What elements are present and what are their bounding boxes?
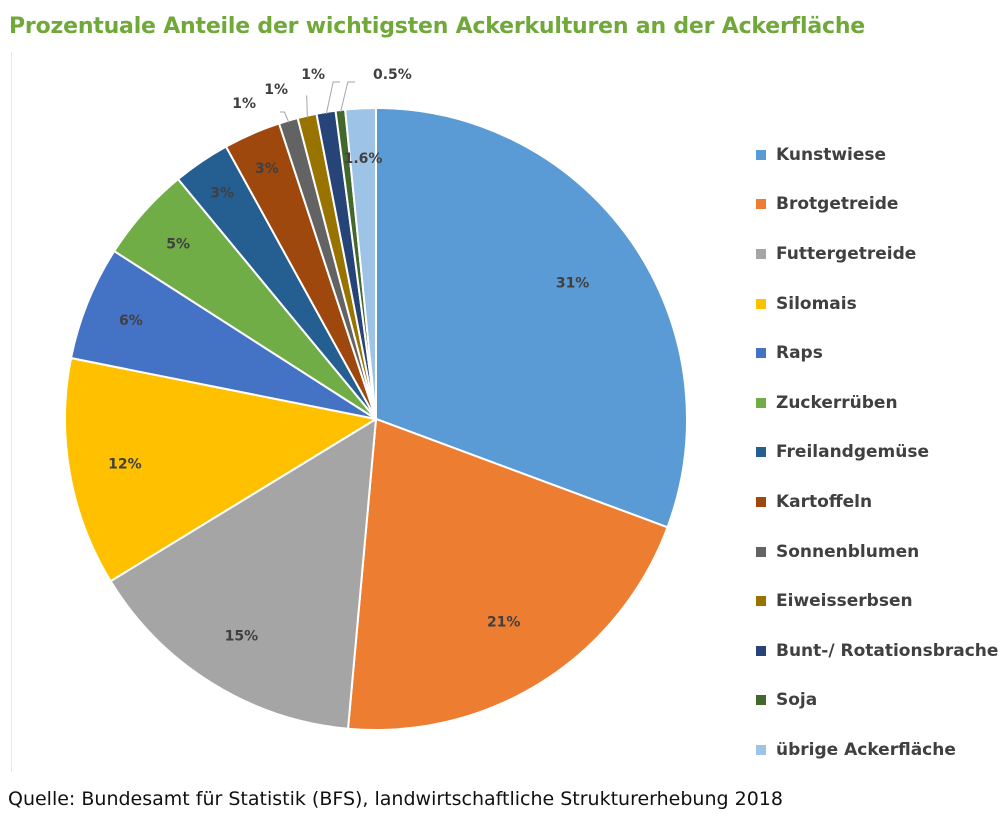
legend-label: übrige Ackerfläche [776,739,956,760]
pie-slice-futtergetreide [109,417,378,730]
data-label-zuckerruben: 5% [166,237,190,253]
pie-slice-brotgetreide [346,417,669,732]
legend-label: Futtergetreide [776,243,917,264]
legend-swatch [756,397,766,408]
legend-swatch [756,149,766,160]
legend-label: Freilandgemüse [776,442,929,463]
legend-swatch [756,248,766,259]
leader-line-soja [340,81,355,113]
source-note: Quelle: Bundesamt für Statistik (BFS), l… [8,788,783,810]
legend-swatch [756,596,766,607]
legend-swatch [756,447,766,458]
legend-item-sonnenblumen: Sonnenblumen [756,527,998,577]
pie-slice-ubrige-ackerflache [344,106,377,420]
legend-label: Sonnenblumen [776,541,920,562]
chart-title: Prozentuale Anteile der wichtigsten Acke… [9,14,866,39]
data-label-freilandgemuse: 3% [210,186,234,202]
label-leader-lines [280,81,355,123]
legend-item-silomais: Silomais [756,279,998,329]
legend-item-ubrige-ackerflache: übrige Ackerfläche [756,725,998,775]
legend-swatch [756,744,766,755]
pie-chart: 31% 21% 15% 12% 6% 5% 3% 3% 1% 1% 1% 0.5% 1.6% [64,67,688,732]
legend-swatch [756,298,766,309]
leader-line-eiweisserbsen [306,95,308,118]
data-label-ubrige-ackerflache: 1.6% [344,151,383,167]
legend-item-bunt-rotationsbrache: Bunt-/ Rotationsbrache [756,626,998,676]
data-label-futtergetreide: 15% [225,629,259,645]
legend-swatch [756,348,766,359]
legend-swatch [756,496,766,507]
data-label-brotgetreide: 21% [487,615,521,631]
pie-slice-silomais [64,356,379,583]
legend-item-eiweisserbsen: Eiweisserbsen [756,576,998,626]
legend-item-futtergetreide: Futtergetreide [756,229,998,279]
legend-item-soja: Soja [756,676,998,726]
legend-label: Bunt-/ Rotationsbrache [776,640,999,661]
chart-legend: Kunstwiese Brotgetreide Futtergetreide Silo… [756,130,998,775]
data-label-sonnenblumen: 1% [232,96,256,112]
legend-item-brotgetreide: Brotgetreide [756,180,998,230]
data-label-kunstwiese: 31% [556,275,590,291]
legend-item-zuckerruben: Zuckerrüben [756,378,998,428]
pie-slice-kunstwiese [375,106,688,529]
data-label-kartoffeln: 3% [255,161,279,177]
data-label-silomais: 12% [108,457,142,473]
left-divider [11,52,12,772]
data-label-raps: 6% [119,313,143,329]
legend-label: Kunstwiese [776,144,887,165]
legend-label: Kartoffeln [776,491,873,512]
legend-swatch [756,546,766,557]
data-label-eiweisserbsen: 1% [264,82,288,98]
leader-line-sonnenblumen [280,111,290,123]
legend-swatch [756,695,766,706]
legend-item-raps: Raps [756,328,998,378]
pie-data-labels: 31% 21% 15% 12% 6% 5% 3% 3% 1% 1% 1% 0.5% 1.6% [108,67,589,645]
legend-label: Brotgetreide [776,194,899,215]
legend-item-freilandgemuse: Freilandgemüse [756,428,998,478]
legend-item-kartoffeln: Kartoffeln [756,477,998,527]
leader-line-bunt-rotationsbrache [325,81,340,115]
legend-label: Eiweisserbsen [776,591,913,612]
legend-item-kunstwiese: Kunstwiese [756,130,998,180]
data-label-soja: 0.5% [373,67,412,83]
legend-label: Silomais [776,293,857,314]
legend-label: Soja [776,690,818,711]
legend-label: Zuckerrüben [776,392,898,413]
legend-swatch [756,645,766,656]
legend-swatch [756,199,766,210]
legend-label: Raps [776,343,823,364]
pie-slices [64,106,688,732]
data-label-bunt-rotationsbrache: 1% [301,67,325,83]
